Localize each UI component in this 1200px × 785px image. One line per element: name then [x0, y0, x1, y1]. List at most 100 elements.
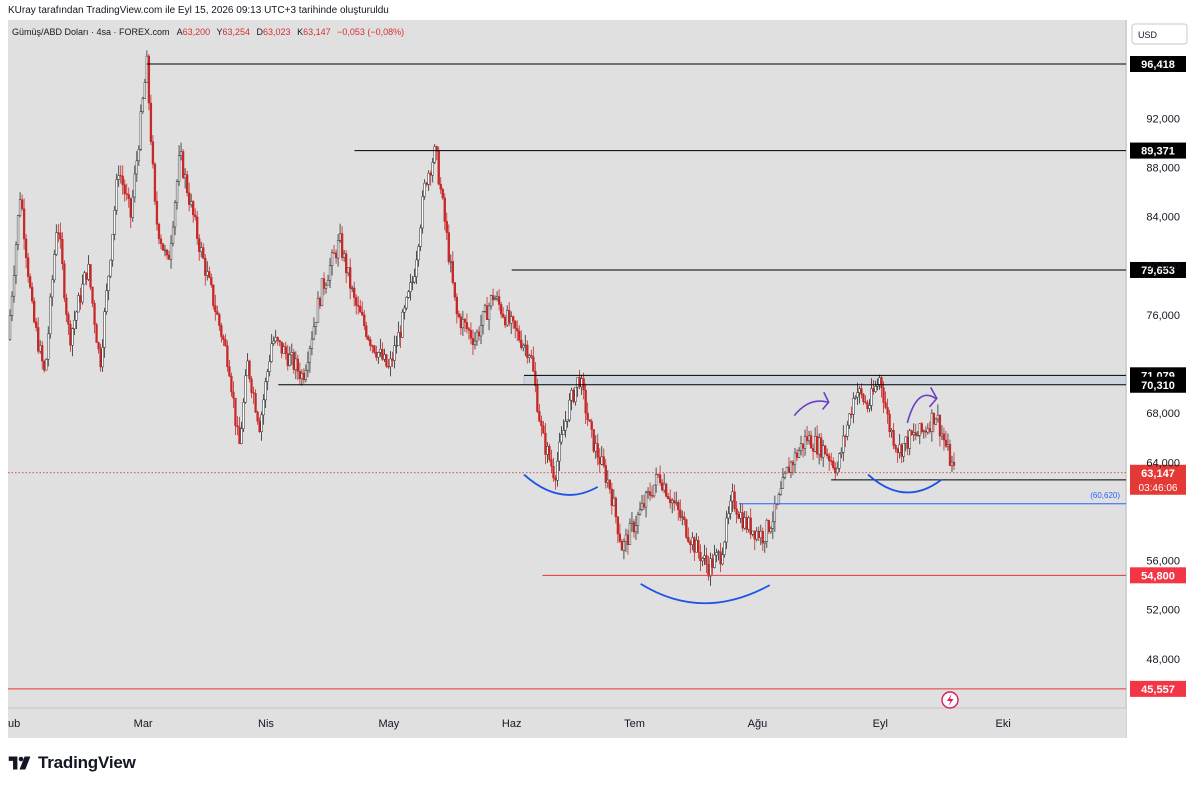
lightning-icon[interactable]: [941, 691, 959, 709]
candle-body: [61, 239, 64, 264]
candle-body: [413, 276, 416, 283]
candle-body: [208, 271, 211, 278]
candle-body: [248, 360, 251, 380]
candle-body: [689, 541, 692, 545]
candle-body: [864, 401, 867, 403]
candle-body: [679, 509, 682, 518]
candle-body: [745, 517, 748, 530]
currency-button[interactable]: USD: [1131, 23, 1188, 45]
candle-body: [620, 541, 624, 551]
candle-body: [528, 355, 531, 358]
candle-body: [28, 276, 32, 288]
price-chart[interactable]: (60,620) 96,41889,37179,65371,07970,3106…: [8, 20, 1190, 738]
candle-body: [729, 500, 732, 514]
candle-body: [218, 314, 221, 326]
candle-body: [562, 430, 565, 435]
candle-body: [387, 366, 390, 368]
candle-body: [693, 537, 696, 553]
candle-body: [838, 453, 841, 469]
candle-body: [534, 370, 537, 386]
candle-body: [395, 345, 398, 347]
candle-body: [53, 254, 56, 281]
candle-body: [477, 331, 481, 337]
y-tick-label: 52,000: [1146, 605, 1180, 617]
candle-body: [656, 473, 660, 476]
candle-body: [570, 390, 573, 401]
candle-body: [161, 243, 165, 251]
candle-body: [868, 405, 871, 409]
candle-body: [950, 461, 954, 466]
candle-body: [777, 494, 781, 505]
candle-body: [614, 497, 618, 518]
candle-body: [811, 448, 815, 452]
candle-body: [391, 358, 394, 361]
level-price-label: 79,653: [1141, 265, 1175, 277]
countdown-label: 03:46:06: [1139, 483, 1178, 494]
candle-body: [650, 495, 654, 497]
candle-body: [270, 343, 273, 362]
x-tick-label: Mar: [134, 718, 153, 730]
candle-body: [671, 500, 674, 504]
candle-body: [347, 267, 350, 274]
tradingview-brand[interactable]: TradingView: [38, 753, 136, 772]
candle-body: [145, 55, 149, 83]
level-price-tag: [1130, 56, 1186, 73]
candle-body: [91, 286, 94, 304]
candle-body: [870, 388, 873, 406]
candle-body: [252, 392, 255, 394]
candle-body: [367, 336, 370, 340]
plot-background: [8, 20, 1126, 708]
resistance-zone: [523, 375, 1127, 386]
candle-body: [820, 437, 823, 458]
candle-body: [151, 141, 155, 165]
candle-body: [236, 425, 239, 428]
candle-body: [220, 325, 223, 337]
candle-body: [163, 249, 167, 252]
candle-body: [487, 305, 491, 320]
x-tick-label: Ağu: [748, 718, 768, 730]
candle-body: [332, 252, 336, 254]
candle-body: [39, 345, 42, 352]
candle-body: [948, 443, 952, 466]
candle-body: [306, 362, 310, 371]
candle-body: [588, 419, 591, 422]
candle-body: [357, 305, 360, 307]
candle-body: [324, 284, 328, 289]
candle-body: [181, 151, 185, 179]
candle-body: [240, 428, 243, 444]
candle-body: [393, 345, 396, 361]
candle-body: [300, 372, 304, 380]
candle-body: [516, 328, 519, 332]
y-tick-label: 64,000: [1146, 457, 1180, 469]
x-tick-label: Eyl: [873, 718, 888, 730]
candle-body: [179, 151, 183, 157]
candle-body: [423, 182, 426, 197]
candle-body: [713, 554, 716, 568]
candle-body: [204, 257, 207, 276]
candle-body: [137, 149, 140, 162]
candle-body: [383, 354, 386, 360]
candle-body: [155, 201, 159, 225]
purple-arrow-right: [906, 394, 937, 424]
candle-body: [709, 558, 712, 577]
candle-body: [844, 435, 847, 438]
candle-body: [916, 435, 919, 437]
candle-body: [836, 468, 839, 474]
candle-body: [584, 389, 587, 414]
candle-body: [872, 388, 875, 392]
candle-body: [483, 305, 487, 312]
candle-body: [858, 388, 861, 393]
candle-body: [24, 238, 28, 258]
candle-body: [421, 196, 424, 229]
candle-body: [79, 295, 82, 303]
candle-body: [355, 297, 358, 306]
candle-body: [344, 253, 348, 274]
chart-area[interactable]: (60,620) 96,41889,37179,65371,07970,3106…: [8, 20, 1190, 738]
candle-body: [308, 348, 312, 363]
candle-body: [264, 381, 267, 401]
candle-body: [665, 483, 668, 497]
y-tick-label: 76,000: [1146, 310, 1180, 322]
candle-body: [399, 332, 402, 338]
candle-body: [495, 296, 499, 299]
candle-body: [238, 426, 241, 444]
